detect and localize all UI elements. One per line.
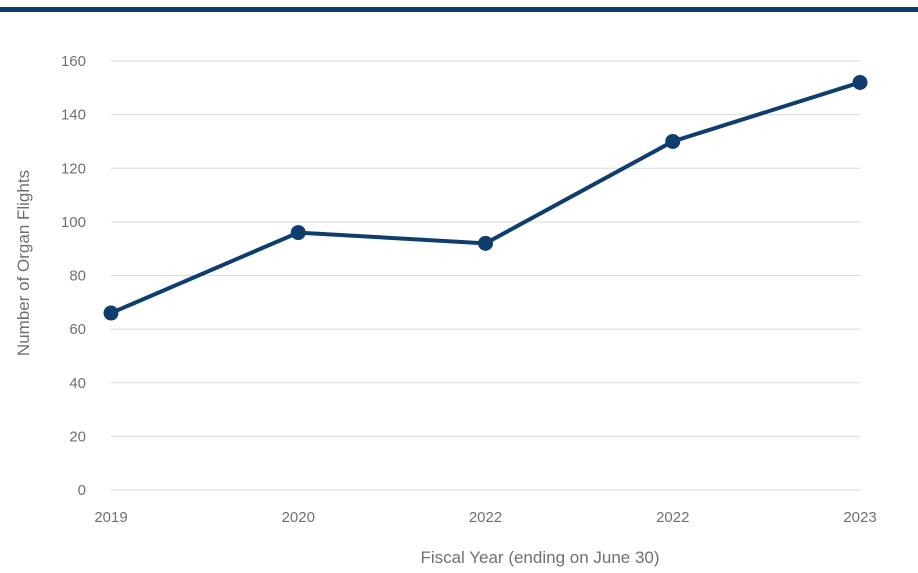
data-point (103, 305, 119, 321)
data-point (852, 74, 868, 90)
y-tick-label: 40 (69, 375, 86, 392)
data-point (478, 235, 493, 251)
y-tick-label: 20 (69, 428, 86, 445)
data-point (290, 225, 306, 241)
top-header-rule (0, 0, 918, 14)
x-axis-tick-labels: 2019 2020 2022 2022 2023 (94, 509, 876, 526)
gridlines (111, 60, 860, 491)
series-lines (109, 80, 862, 316)
y-tick-label: 60 (69, 321, 86, 338)
y-tick-label: 120 (61, 160, 86, 177)
series-line (109, 80, 862, 316)
x-axis-title: Fiscal Year (ending on June 30) (420, 548, 659, 567)
data-point (665, 133, 681, 149)
x-tick-label: 2022 (469, 509, 502, 526)
y-tick-label: 80 (69, 268, 86, 285)
y-tick-label: 160 (61, 53, 86, 70)
y-axis-title: Number of Organ Flights (14, 170, 33, 356)
y-tick-label: 140 (61, 107, 86, 124)
x-tick-label: 2023 (843, 509, 876, 526)
x-tick-label: 2019 (94, 509, 127, 526)
y-axis-tick-labels: 0 20 40 60 80 100 120 140 160 (61, 53, 86, 499)
y-tick-label: 100 (61, 214, 86, 231)
x-tick-label: 2022 (656, 509, 689, 526)
y-tick-label: 0 (78, 482, 86, 499)
header-accent-bar (0, 7, 918, 12)
x-tick-label: 2020 (282, 509, 315, 526)
data-points (103, 74, 868, 321)
